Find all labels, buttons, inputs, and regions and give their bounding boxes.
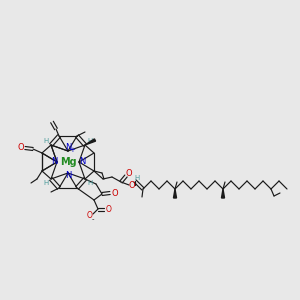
Text: H: H: [44, 180, 49, 186]
Text: O: O: [129, 181, 135, 190]
Text: O: O: [106, 205, 112, 214]
Text: -: -: [92, 216, 94, 222]
Text: N: N: [65, 172, 71, 181]
Text: H: H: [87, 138, 93, 144]
Text: H: H: [87, 180, 93, 186]
Text: O: O: [87, 212, 93, 220]
Polygon shape: [173, 189, 176, 198]
Text: Mg: Mg: [60, 157, 76, 167]
Text: -: -: [71, 171, 73, 177]
Text: O: O: [126, 169, 132, 178]
Text: N: N: [51, 158, 57, 166]
Text: O: O: [112, 188, 118, 197]
Text: +: +: [69, 147, 75, 153]
Text: O: O: [18, 143, 24, 152]
Polygon shape: [221, 189, 224, 198]
Text: N: N: [65, 143, 71, 152]
Text: N: N: [79, 158, 85, 166]
Text: H: H: [134, 175, 140, 181]
Polygon shape: [85, 139, 96, 145]
Text: H: H: [44, 138, 49, 144]
